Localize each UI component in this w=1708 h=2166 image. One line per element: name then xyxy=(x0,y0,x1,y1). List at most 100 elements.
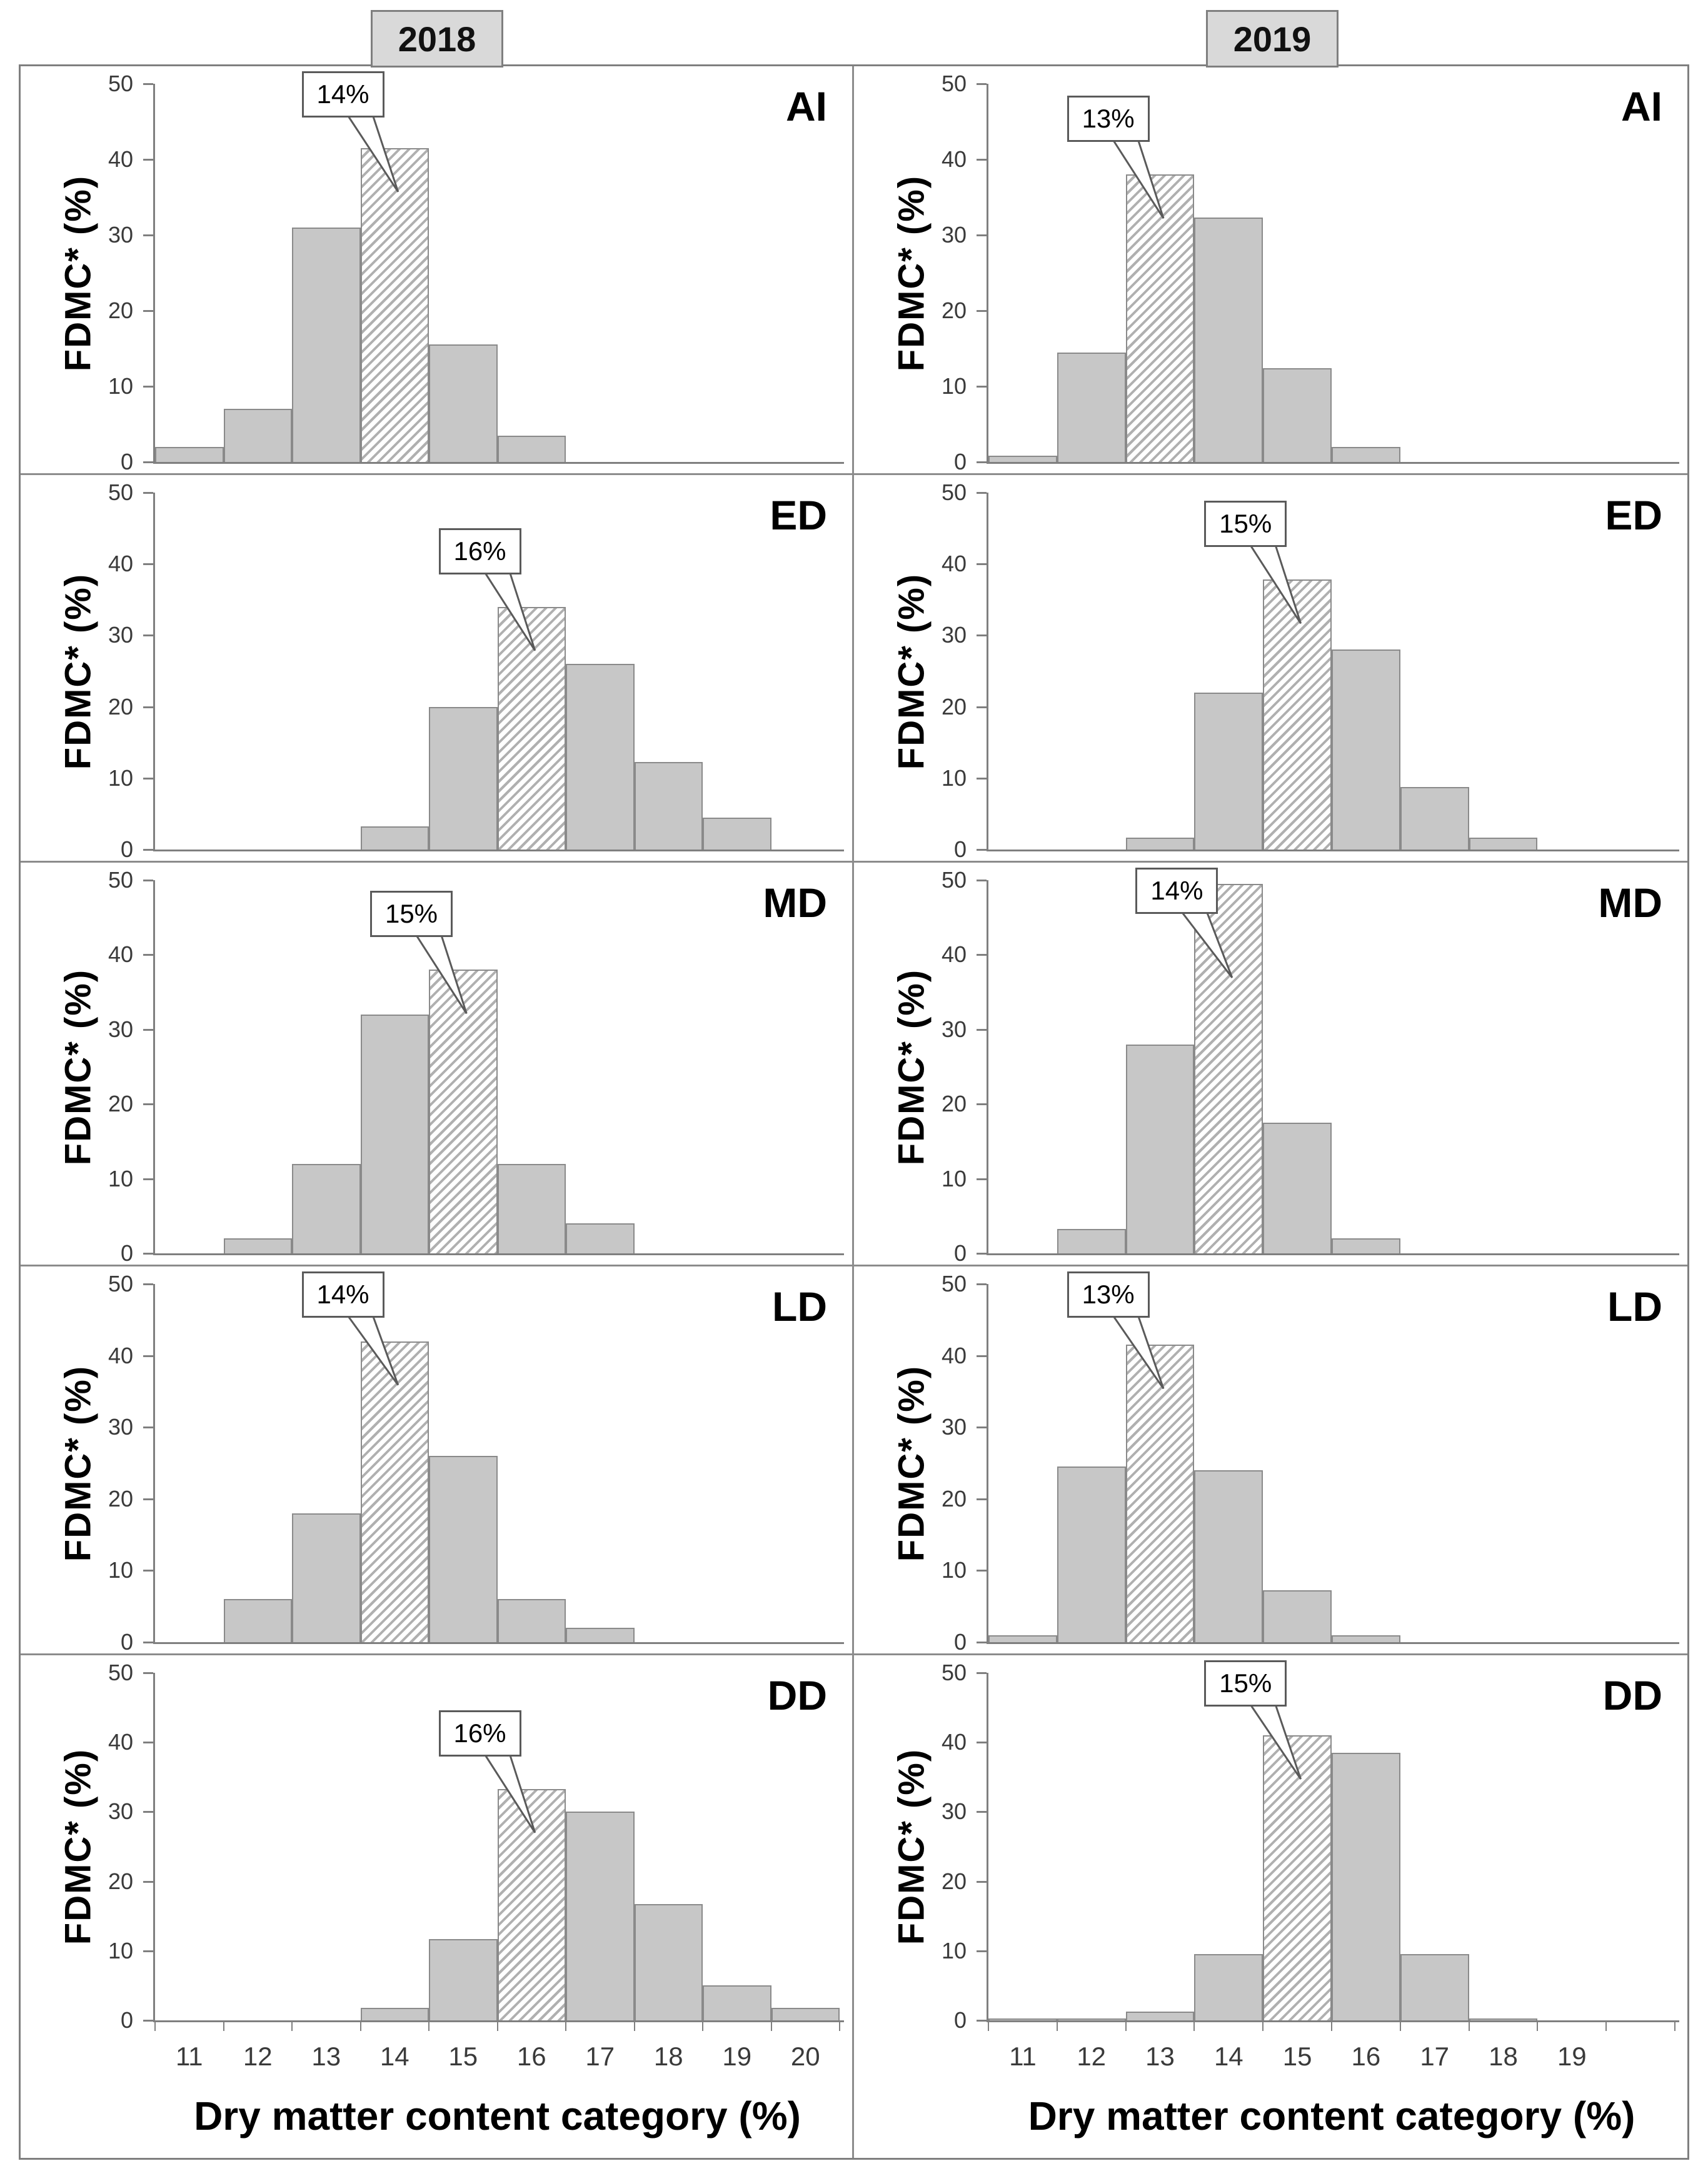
y-tick-label: 20 xyxy=(108,1485,133,1512)
x-tick-mark xyxy=(291,2022,293,2031)
panel-AI-2019: FDMC* (%) 0 10 20 30 40 50 AI 13% xyxy=(854,66,1687,475)
y-axis-line xyxy=(987,493,988,851)
x-tick-label: 16 xyxy=(516,2042,546,2071)
y-tick-label: 0 xyxy=(953,836,967,862)
y-tick-mark xyxy=(143,634,153,637)
y-axis-title: FDMC* (%) xyxy=(891,1748,932,1945)
y-tick-label: 0 xyxy=(953,449,967,474)
y-tick-mark xyxy=(977,386,987,388)
y-tick-label: 50 xyxy=(108,479,133,505)
y-tick-label: 30 xyxy=(941,622,967,648)
y-tick-mark xyxy=(977,1253,987,1255)
x-tick-label: 11 xyxy=(175,2042,203,2071)
y-tick-mark xyxy=(143,1742,153,1744)
x-tick-label: 15 xyxy=(1282,2042,1312,2071)
bar-15 xyxy=(429,1456,498,1642)
bar-18 xyxy=(1469,2018,1538,2020)
x-tick-mark xyxy=(839,2022,840,2031)
y-tick-mark xyxy=(143,1642,153,1643)
y-tick-label: 40 xyxy=(941,1729,967,1755)
x-tick-mark xyxy=(496,2022,498,2031)
bar-19 xyxy=(703,1985,771,2020)
y-tick-mark xyxy=(143,386,153,388)
panel-label: AI xyxy=(786,83,827,129)
x-tick-mark xyxy=(1056,2022,1058,2031)
bar-12 xyxy=(223,409,292,462)
bar-13 xyxy=(1125,837,1195,850)
y-tick-label: 30 xyxy=(941,1414,967,1440)
hatched-bar-14 xyxy=(360,148,429,462)
hatched-bar-14 xyxy=(360,1341,429,1642)
y-axis-line xyxy=(987,880,988,1255)
y-axis-title: FDMC* (%) xyxy=(58,174,99,371)
y-tick-mark xyxy=(977,2020,987,2022)
panel-label: DD xyxy=(1602,1672,1662,1718)
y-tick-label: 0 xyxy=(120,2007,133,2033)
y-tick-label: 30 xyxy=(108,222,133,248)
y-tick-mark xyxy=(143,159,153,161)
bar-17 xyxy=(1400,1954,1469,2020)
y-tick-mark xyxy=(143,1811,153,1813)
y-tick-mark xyxy=(143,1028,153,1031)
x-tick-label: 15 xyxy=(448,2042,478,2071)
y-tick-label: 50 xyxy=(108,1660,133,1685)
x-tick-label: 17 xyxy=(1420,2042,1450,2071)
y-tick-label: 30 xyxy=(108,622,133,648)
y-tick-mark xyxy=(143,706,153,708)
y-tick-label: 20 xyxy=(108,1868,133,1894)
y-axis-title: FDMC* (%) xyxy=(891,968,932,1165)
bar-16 xyxy=(1332,1752,1400,2020)
y-tick-label: 20 xyxy=(108,1091,133,1117)
bar-15 xyxy=(429,344,498,462)
x-axis-line xyxy=(153,462,844,464)
panel-label: ED xyxy=(770,492,827,538)
bar-11 xyxy=(155,446,224,462)
y-tick-mark xyxy=(143,1672,153,1674)
x-axis-line xyxy=(987,850,1679,851)
bar-12 xyxy=(1057,1467,1126,1642)
y-tick-label: 30 xyxy=(941,1016,967,1042)
panel-label: AI xyxy=(1621,83,1662,129)
y-tick-mark xyxy=(143,461,153,463)
callout-box: 15% xyxy=(1204,1660,1287,1707)
x-tick-mark xyxy=(1399,2022,1401,2031)
y-axis-line xyxy=(987,84,988,464)
panel-label: LD xyxy=(1607,1283,1662,1330)
y-tick-label: 30 xyxy=(941,1798,967,1825)
panel-DD-2019: FDMC* (%) 0 10 20 30 40 50 11 12 13 14 15 16 17 18 19 Dr… xyxy=(854,1655,1687,2158)
bar-13 xyxy=(1125,1044,1195,1253)
bar-20 xyxy=(771,2007,840,2020)
y-axis-title: FDMC* (%) xyxy=(58,968,99,1165)
x-tick-mark xyxy=(154,2022,156,2031)
y-tick-mark xyxy=(143,1355,153,1357)
hatched-bar-15 xyxy=(429,970,498,1253)
x-axis-line xyxy=(153,1253,844,1255)
y-tick-mark xyxy=(977,1103,987,1106)
y-tick-mark xyxy=(143,1880,153,1883)
bar-14 xyxy=(360,1014,429,1253)
y-tick-mark xyxy=(977,461,987,463)
y-tick-label: 0 xyxy=(120,1240,133,1266)
y-tick-mark xyxy=(143,310,153,312)
y-axis-line xyxy=(987,1673,988,2022)
x-axis-line xyxy=(987,1642,1679,1644)
y-tick-mark xyxy=(977,1498,987,1500)
bar-12 xyxy=(1057,1228,1126,1253)
y-tick-label: 10 xyxy=(941,765,967,791)
bar-13 xyxy=(292,1513,361,1642)
y-tick-label: 50 xyxy=(941,71,967,96)
y-tick-mark xyxy=(977,1742,987,1744)
y-tick-mark xyxy=(977,634,987,637)
y-tick-label: 10 xyxy=(108,1165,133,1191)
bar-12 xyxy=(223,1238,292,1253)
panel-DD-2018: FDMC* (%) 0 10 20 30 40 50 11 12 13 14 15 16 17 18 19 20… xyxy=(21,1655,854,2158)
bar-18 xyxy=(634,761,703,850)
bar-15 xyxy=(429,706,498,850)
bar-15 xyxy=(1263,1123,1332,1253)
bar-14 xyxy=(360,2007,429,2020)
bar-11 xyxy=(988,1635,1057,1642)
bar-17 xyxy=(566,1812,635,2020)
y-tick-label: 0 xyxy=(953,1240,967,1266)
y-tick-mark xyxy=(977,1880,987,1883)
x-tick-label: 14 xyxy=(379,2042,409,2071)
